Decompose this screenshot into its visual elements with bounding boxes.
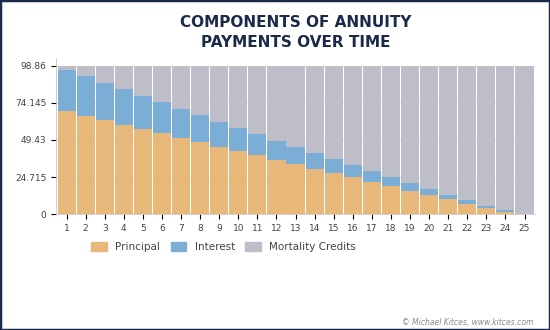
Bar [96,120,114,214]
Bar [249,155,266,214]
Bar [324,173,343,214]
Bar [496,210,514,212]
Bar [191,142,209,214]
Bar [287,66,305,147]
Bar [96,83,114,120]
Bar [344,177,362,214]
Bar [382,66,400,177]
Bar [515,66,534,214]
Bar [153,66,171,102]
Bar [306,153,324,169]
Bar [306,169,324,214]
Bar [210,66,228,121]
Bar [477,208,496,214]
Bar [76,116,95,214]
Bar [401,66,419,183]
Bar [267,66,285,141]
Bar [153,133,171,214]
Bar [58,70,76,111]
Bar [439,195,457,199]
Bar [477,66,496,206]
Bar [134,66,152,96]
Bar [191,115,209,142]
Bar [344,66,362,165]
Legend: Principal, Interest, Mortality Credits: Principal, Interest, Mortality Credits [87,238,360,256]
Bar [210,147,228,214]
Bar [210,121,228,147]
Bar [229,66,248,128]
Bar [229,151,248,214]
Bar [439,199,457,214]
Bar [496,66,514,210]
Bar [115,89,133,124]
Bar [96,66,114,83]
Bar [249,134,266,155]
Bar [324,66,343,159]
Bar [172,109,190,138]
Bar [382,177,400,186]
Bar [363,66,381,171]
Bar [401,191,419,214]
Bar [134,129,152,214]
Bar [134,96,152,129]
Bar [115,66,133,89]
Bar [458,66,476,200]
Bar [76,77,95,116]
Bar [172,138,190,214]
Bar [363,182,381,214]
Bar [58,111,76,214]
Bar [420,195,438,214]
Bar [382,186,400,214]
Title: COMPONENTS OF ANNUITY
PAYMENTS OVER TIME: COMPONENTS OF ANNUITY PAYMENTS OVER TIME [180,15,411,50]
Bar [287,147,305,164]
Bar [267,160,285,214]
Bar [439,66,457,195]
Bar [458,200,476,204]
Bar [344,165,362,177]
Bar [401,183,419,191]
Bar [267,141,285,160]
Bar [477,206,496,208]
Bar [229,128,248,151]
Bar [496,212,514,214]
Bar [363,171,381,182]
Bar [58,66,76,70]
Bar [172,66,190,109]
Bar [115,124,133,214]
Bar [287,164,305,214]
Bar [458,204,476,214]
Bar [249,66,266,134]
Text: © Michael Kitces, www.kitces.com: © Michael Kitces, www.kitces.com [402,318,534,327]
Bar [420,66,438,189]
Bar [420,189,438,195]
Bar [76,66,95,77]
Bar [306,66,324,153]
Bar [324,159,343,173]
Bar [153,102,171,133]
Bar [191,66,209,115]
